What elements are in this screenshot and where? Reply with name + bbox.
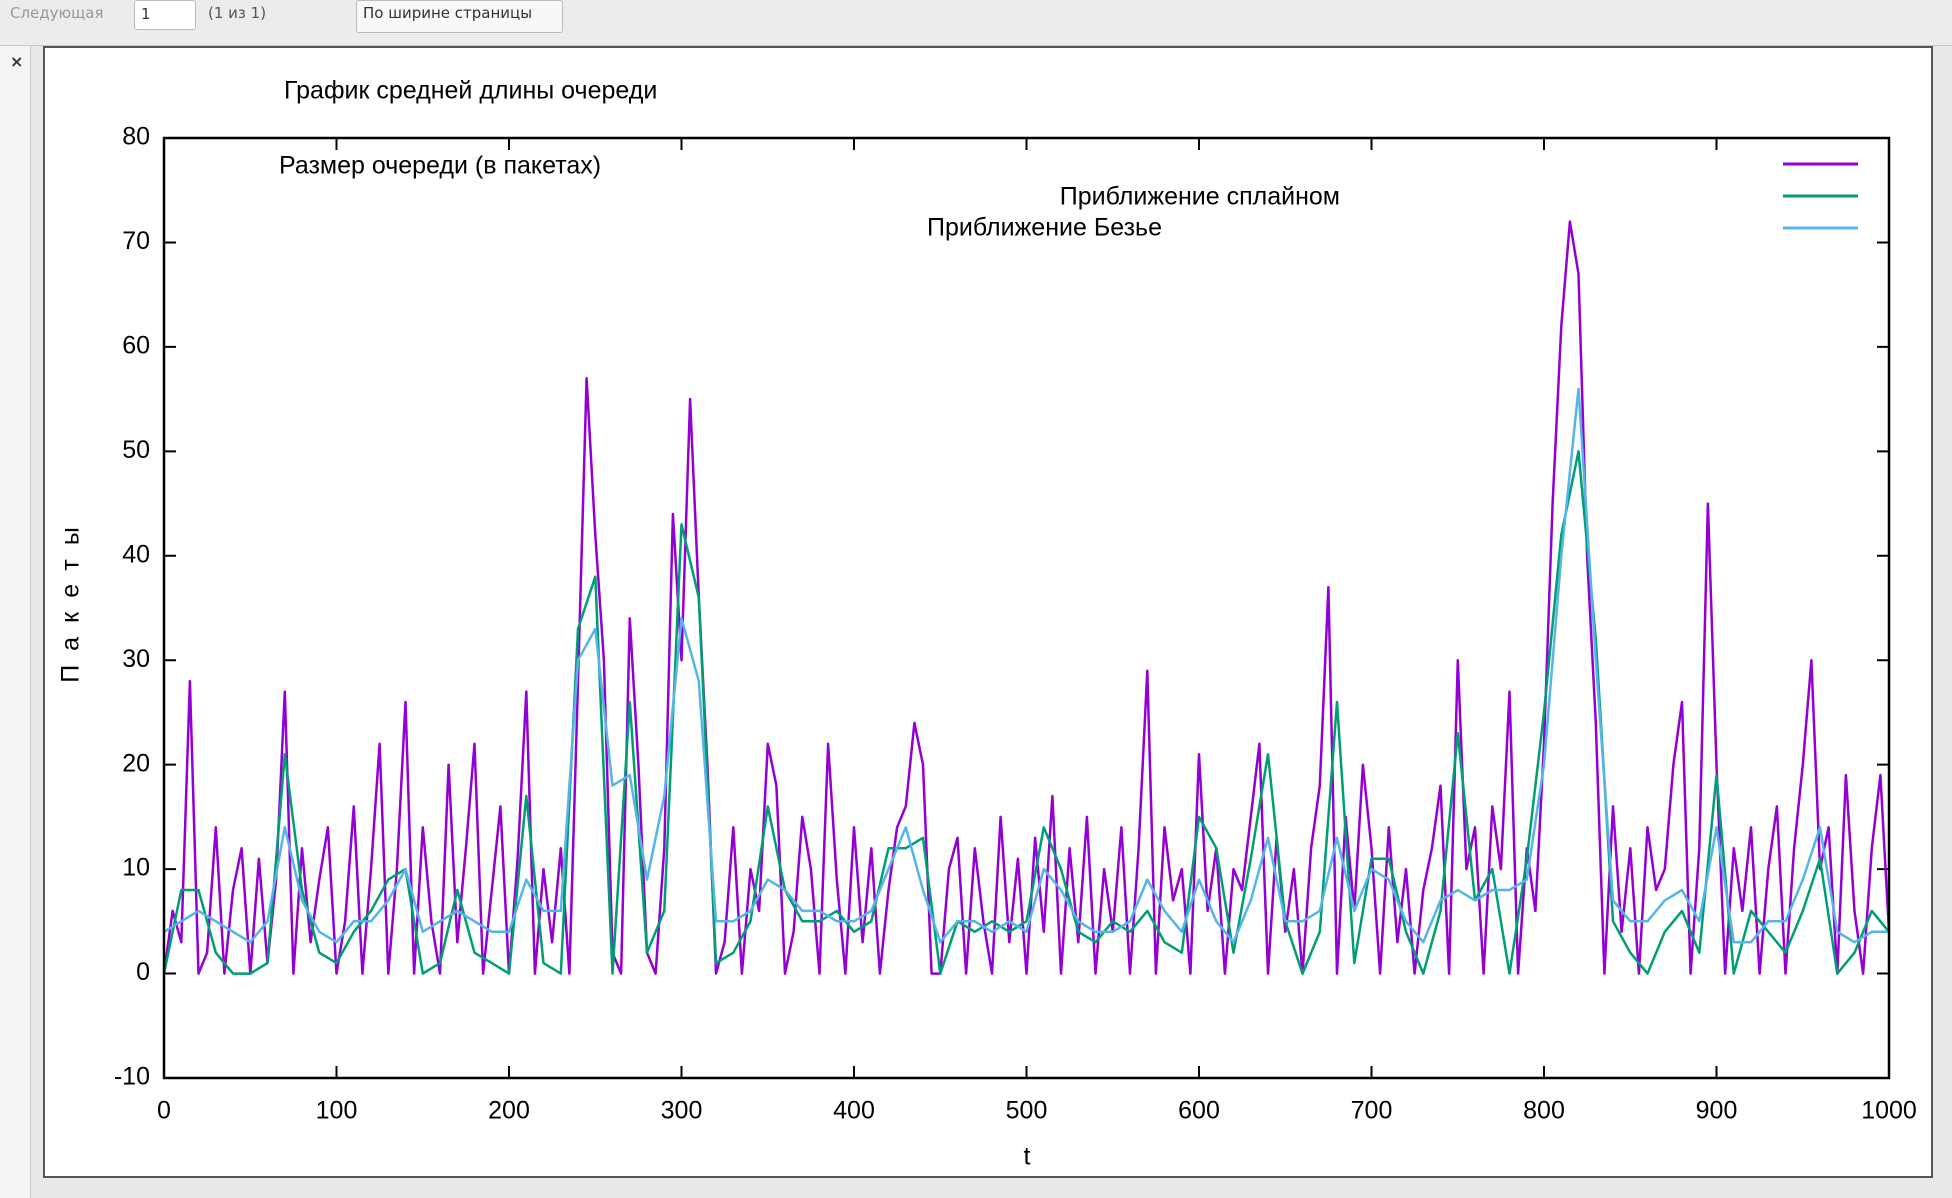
x-tick-label: 500: [1006, 1097, 1048, 1125]
y-tick-label: 30: [122, 645, 150, 673]
x-tick-label: 100: [316, 1097, 358, 1125]
page: [43, 46, 1933, 1178]
y-tick-label: 40: [122, 540, 150, 568]
plot-frame: [162, 136, 1891, 1080]
next-button[interactable]: Следующая: [10, 4, 104, 22]
zoom-select[interactable]: По ширине страницы: [356, 0, 564, 33]
y-tick-label: 0: [136, 958, 150, 986]
y-axis-label: Пакеты: [57, 513, 85, 683]
y-tick-label: 10: [122, 854, 150, 882]
y-tick-label: 70: [122, 227, 150, 255]
y-tick-label: 60: [122, 331, 150, 359]
series-line: [163, 387, 1889, 944]
x-tick-label: 400: [833, 1097, 875, 1125]
x-tick-label: 700: [1351, 1097, 1393, 1125]
x-tick-label: 300: [661, 1097, 703, 1125]
toolbar: Следующая 1 (1 из 1) По ширине страницы: [0, 0, 1952, 46]
x-tick-label: 0: [157, 1097, 171, 1125]
page-input[interactable]: 1: [134, 0, 196, 30]
x-tick-label: 900: [1696, 1097, 1738, 1125]
y-tick-label: 20: [122, 749, 150, 777]
y-tick-label: 80: [122, 123, 150, 151]
x-axis-label: t: [1024, 1143, 1031, 1171]
y-tick-label: 50: [122, 436, 150, 464]
y-tick-label: -10: [114, 1063, 150, 1091]
x-tick-label: 600: [1178, 1097, 1220, 1125]
page-count: (1 из 1): [208, 4, 267, 22]
legend-label: Приближение Безье: [927, 214, 1162, 242]
legend-label: Размер очереди (в пакетах): [279, 152, 601, 180]
x-tick-label: 800: [1523, 1097, 1565, 1125]
x-tick-label: 1000: [1861, 1097, 1917, 1125]
series-line: [162, 220, 1891, 975]
legend-label: Приближение сплайном: [1060, 183, 1340, 211]
x-tick-label: 200: [488, 1097, 530, 1125]
close-button[interactable]: ×: [10, 52, 24, 71]
chart-title: График средней длины очереди: [284, 77, 657, 105]
sidebar: ×: [0, 46, 31, 1198]
